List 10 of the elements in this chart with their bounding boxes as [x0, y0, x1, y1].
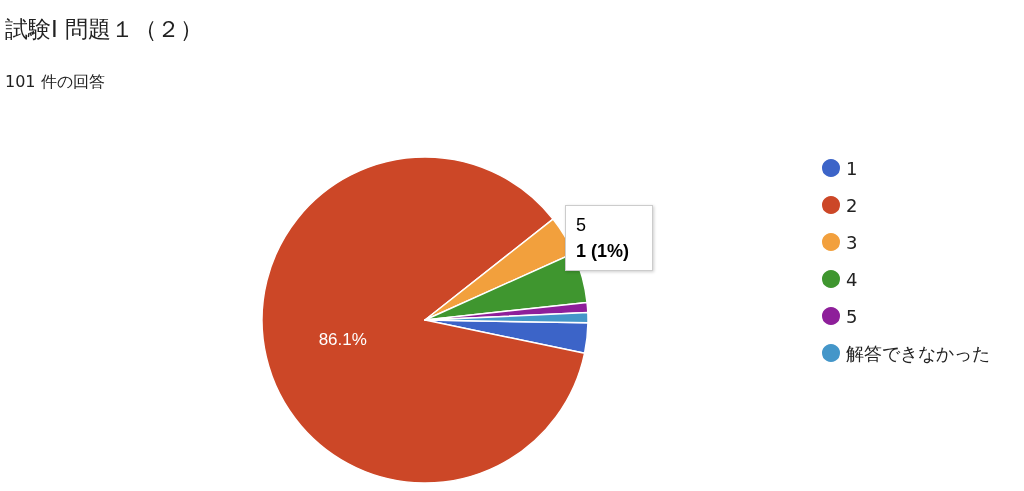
text: 101 件の回答 [5, 71, 105, 91]
legend-label: 2 [846, 194, 858, 216]
data-label: 86.1% [318, 329, 367, 349]
chart-title: 試験Ⅰ 問題１（２） [5, 15, 204, 42]
legend-label: 1 [846, 157, 858, 179]
tooltip-callout: 5 1 (1%) [565, 205, 653, 271]
legend-label: 解答できなかった [846, 342, 990, 364]
legend-label: 5 [846, 305, 858, 327]
legend-label: 3 [846, 231, 858, 253]
legend-label: 4 [846, 268, 858, 290]
